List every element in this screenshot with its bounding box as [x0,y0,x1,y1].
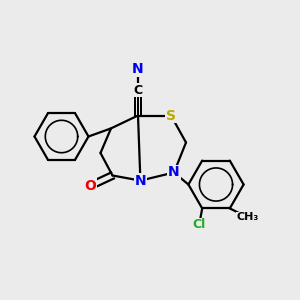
Text: Cl: Cl [193,218,206,231]
Text: N: N [132,62,144,76]
Text: N: N [135,174,146,188]
Text: CH₃: CH₃ [237,212,259,222]
Text: C: C [134,83,142,97]
Text: N: N [168,166,180,179]
Text: S: S [166,109,176,122]
Text: O: O [84,179,96,193]
